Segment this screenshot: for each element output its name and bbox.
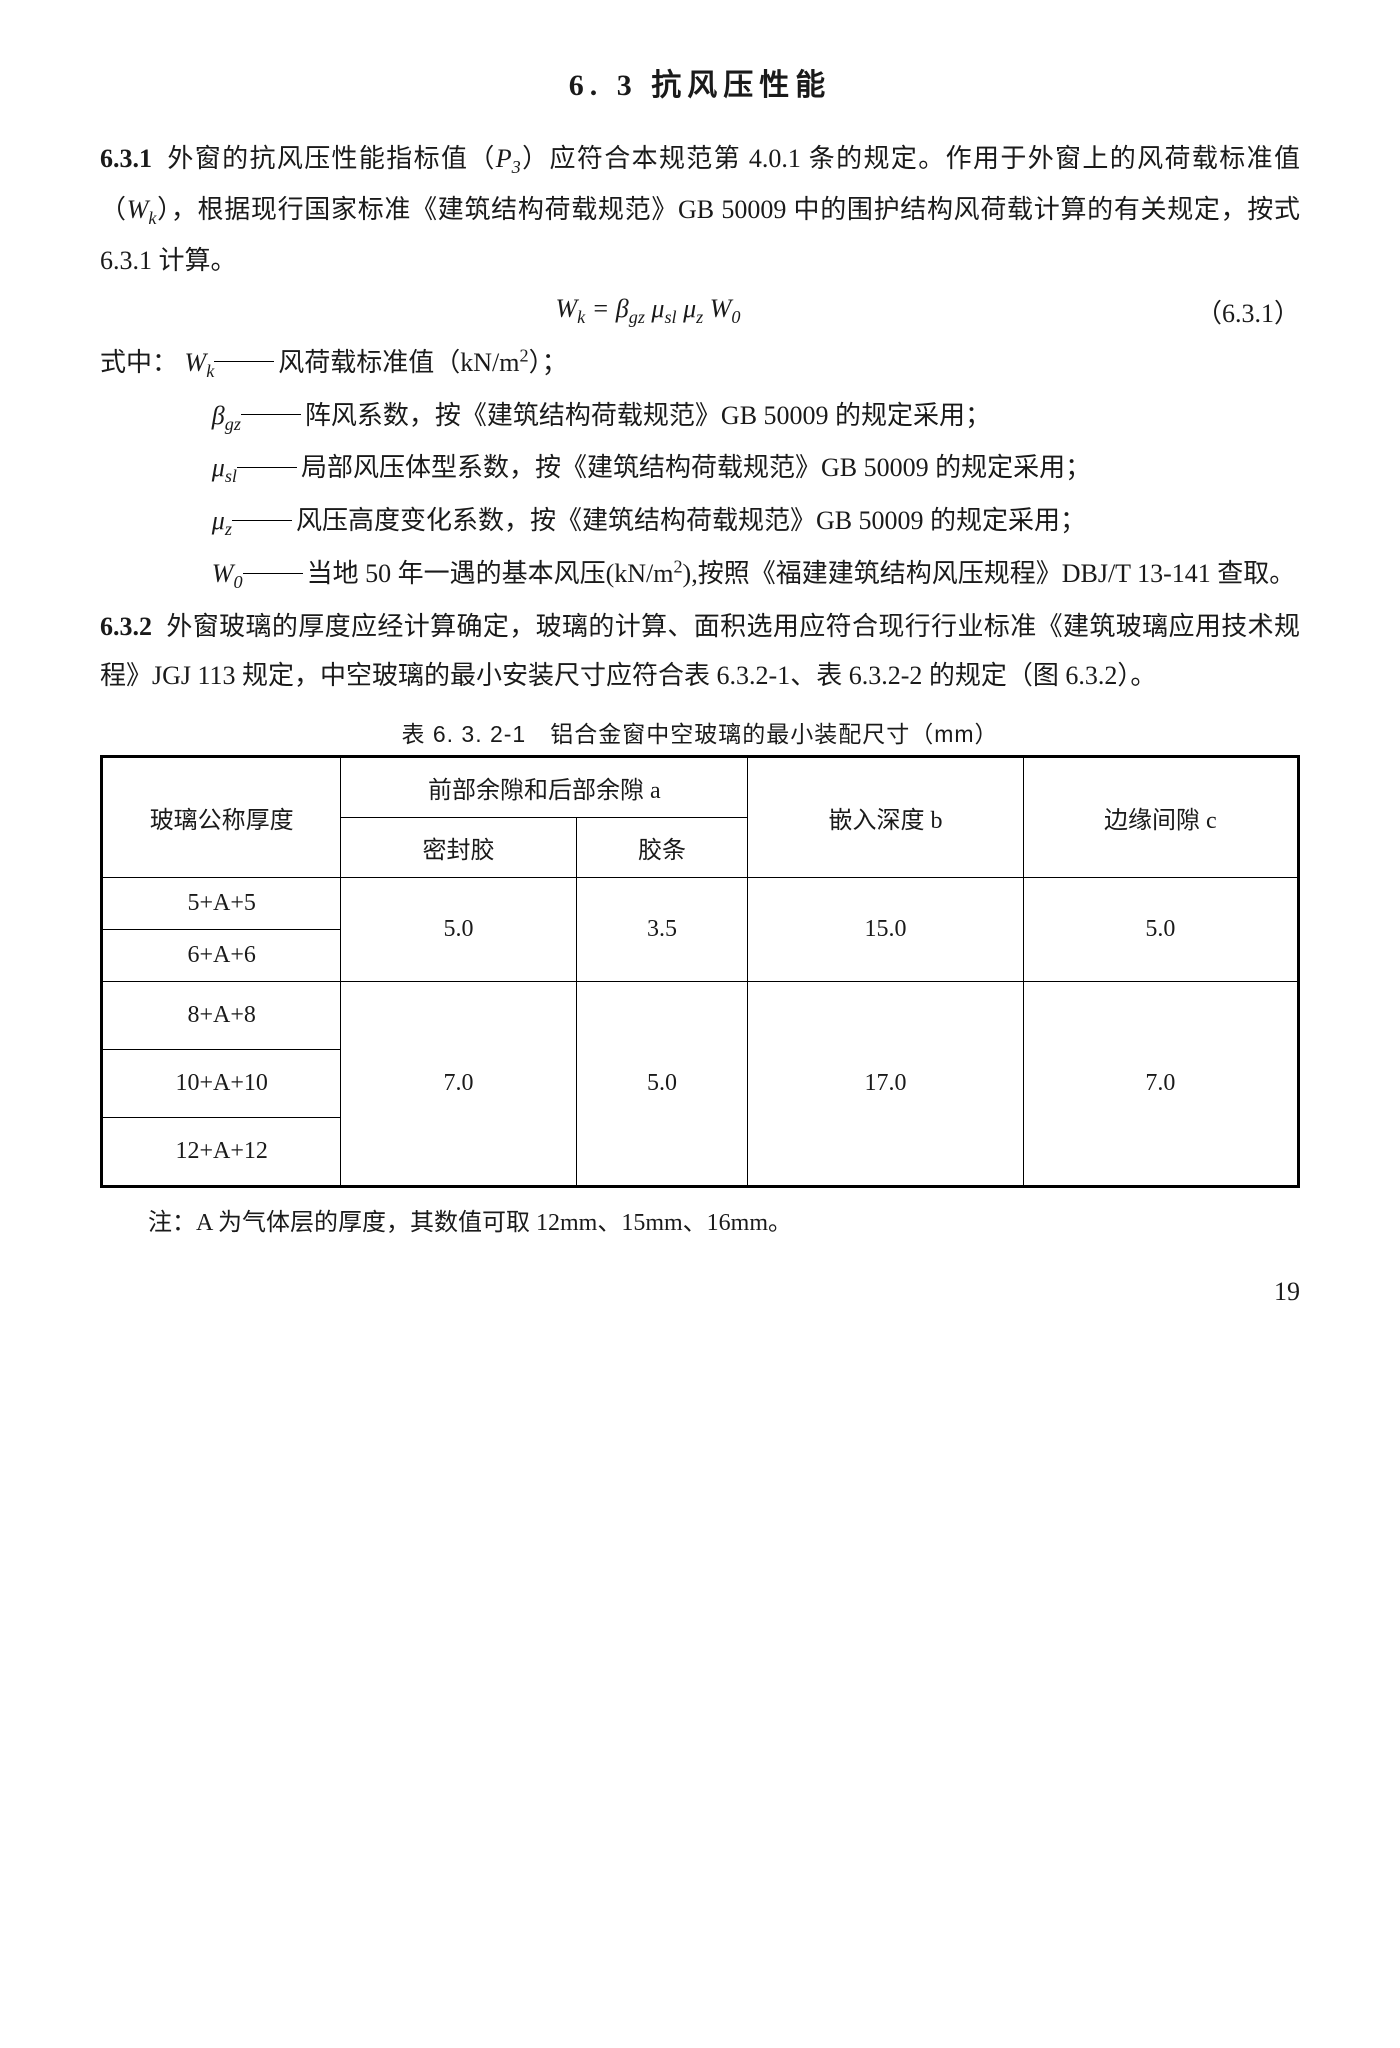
def-text: 风荷载标准值（kN/m2）； bbox=[278, 348, 567, 377]
def-beta: βgz 阵风系数，按《建筑结构荷载规范》GB 50009 的规定采用； bbox=[212, 391, 1300, 442]
table-row: 5+A+5 5.0 3.5 15.0 5.0 bbox=[102, 877, 1299, 929]
def-muz: μz 风压高度变化系数，按《建筑结构荷载规范》GB 50009 的规定采用； bbox=[212, 496, 1300, 547]
cell-thickness: 8+A+8 bbox=[102, 981, 341, 1049]
clause-text: 外窗的抗风压性能指标值（P3）应符合本规范第 4.0.1 条的规定。作用于外窗上… bbox=[100, 144, 1300, 275]
th-sealant: 密封胶 bbox=[341, 817, 576, 877]
th-thickness: 玻璃公称厚度 bbox=[102, 756, 341, 877]
cell-thickness: 12+A+12 bbox=[102, 1117, 341, 1186]
def-symbol: μz bbox=[212, 506, 232, 535]
table-632-1: 玻璃公称厚度 前部余隙和后部余隙 a 嵌入深度 b 边缘间隙 c 密封胶 胶条 … bbox=[100, 755, 1300, 1188]
cell-thickness: 5+A+5 bbox=[102, 877, 341, 929]
def-text: 风压高度变化系数，按《建筑结构荷载规范》GB 50009 的规定采用； bbox=[296, 506, 1086, 535]
cell-depth: 17.0 bbox=[748, 981, 1023, 1186]
cell-thickness: 10+A+10 bbox=[102, 1049, 341, 1117]
th-strip: 胶条 bbox=[576, 817, 748, 877]
cell-edge: 7.0 bbox=[1023, 981, 1298, 1186]
table-header-row: 玻璃公称厚度 前部余隙和后部余隙 a 嵌入深度 b 边缘间隙 c bbox=[102, 756, 1299, 817]
cell-edge: 5.0 bbox=[1023, 877, 1298, 981]
cell-seal: 5.0 bbox=[341, 877, 576, 981]
page-number: 19 bbox=[100, 1277, 1300, 1307]
def-symbol: μsl bbox=[212, 453, 237, 482]
defs-lead: 式中： bbox=[100, 348, 178, 377]
cell-thickness: 6+A+6 bbox=[102, 929, 341, 981]
em-dash-icon bbox=[214, 361, 274, 362]
formula-row: Wk = βgz μsl μz W0 （6.3.1） bbox=[100, 293, 1300, 330]
def-text: 当地 50 年一遇的基本风压(kN/m2),按照《福建建筑结构风压规程》DBJ/… bbox=[307, 559, 1296, 588]
paragraph-631: 6.3.1外窗的抗风压性能指标值（P3）应符合本规范第 4.0.1 条的规定。作… bbox=[100, 134, 1300, 285]
def-w0: W0 当地 50 年一遇的基本风压(kN/m2),按照《福建建筑结构风压规程》DB… bbox=[212, 549, 1300, 600]
def-wk: 式中： Wk 风荷载标准值（kN/m2）； bbox=[100, 338, 1300, 389]
def-text: 阵风系数，按《建筑结构荷载规范》GB 50009 的规定采用； bbox=[305, 401, 991, 430]
clause-text: 外窗玻璃的厚度应经计算确定，玻璃的计算、面积选用应符合现行行业标准《建筑玻璃应用… bbox=[100, 612, 1300, 690]
cell-strip: 3.5 bbox=[576, 877, 748, 981]
formula-label: （6.3.1） bbox=[1196, 293, 1300, 330]
def-symbol: Wk bbox=[185, 348, 215, 377]
clause-number: 6.3.2 bbox=[100, 612, 152, 641]
section-number: 6. 3 bbox=[569, 69, 638, 102]
th-edge: 边缘间隙 c bbox=[1023, 756, 1298, 877]
definitions: 式中： Wk 风荷载标准值（kN/m2）； βgz 阵风系数，按《建筑结构荷载规范》… bbox=[100, 338, 1300, 600]
paragraph-632: 6.3.2外窗玻璃的厚度应经计算确定，玻璃的计算、面积选用应符合现行行业标准《建… bbox=[100, 602, 1300, 701]
section-name: 抗风压性能 bbox=[651, 69, 831, 102]
cell-strip: 5.0 bbox=[576, 981, 748, 1186]
cell-depth: 15.0 bbox=[748, 877, 1023, 981]
def-symbol: βgz bbox=[212, 401, 241, 430]
formula-expression: Wk = βgz μsl μz W0 bbox=[100, 294, 1196, 328]
table-caption: 表 6. 3. 2-1 铝合金窗中空玻璃的最小装配尺寸（mm） bbox=[100, 715, 1300, 749]
section-title: 6. 3 抗风压性能 bbox=[100, 60, 1300, 104]
em-dash-icon bbox=[241, 414, 301, 415]
th-depth: 嵌入深度 b bbox=[748, 756, 1023, 877]
cell-seal: 7.0 bbox=[341, 981, 576, 1186]
em-dash-icon bbox=[232, 520, 292, 521]
table-row: 8+A+8 7.0 5.0 17.0 7.0 bbox=[102, 981, 1299, 1049]
def-symbol: W0 bbox=[212, 559, 243, 588]
table-note: 注：A 为气体层的厚度，其数值可取 12mm、15mm、16mm。 bbox=[100, 1202, 1300, 1237]
def-musl: μsl 局部风压体型系数，按《建筑结构荷载规范》GB 50009 的规定采用； bbox=[212, 443, 1300, 494]
em-dash-icon bbox=[237, 467, 297, 468]
clause-number: 6.3.1 bbox=[100, 144, 152, 173]
def-text: 局部风压体型系数，按《建筑结构荷载规范》GB 50009 的规定采用； bbox=[301, 453, 1091, 482]
em-dash-icon bbox=[243, 573, 303, 574]
th-clearance: 前部余隙和后部余隙 a bbox=[341, 756, 748, 817]
